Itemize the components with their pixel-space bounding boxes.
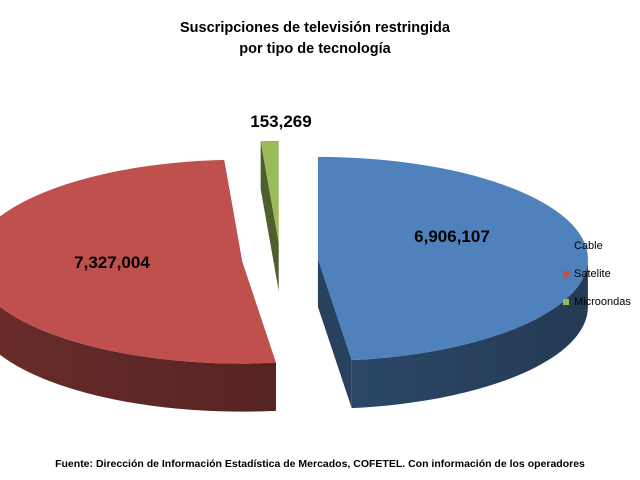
pie-side-satelite (0, 306, 276, 412)
data-label-cable: 6,906,107 (414, 227, 490, 246)
data-label-microondas: 153,269 (250, 112, 311, 131)
legend-label-satelite: Satelite (574, 267, 611, 280)
legend-label-cable: Cable (574, 239, 603, 252)
pie-side-cable (351, 258, 588, 409)
legend-swatch-microondas (563, 298, 569, 305)
chart-title-line-2: por tipo de tecnología (239, 41, 391, 57)
pie-cut-cable-1 (317, 258, 352, 409)
pie-slice-cable (317, 156, 588, 361)
source-note: Fuente: Dirección de Información Estadís… (55, 458, 585, 470)
pie-slice-satelite (0, 159, 276, 364)
legend: Cable Satelite Microondas (563, 238, 631, 322)
legend-item-microondas: Microondas (563, 294, 631, 309)
pie-slice-microondas (260, 140, 279, 243)
legend-label-microondas: Microondas (574, 295, 631, 308)
chart-title-line-1: Suscripciones de televisión restringida (180, 20, 450, 36)
data-label-satelite: 7,327,004 (74, 253, 150, 272)
chart-title: Suscripciones de televisión restringida … (0, 18, 630, 60)
pie-cut-microondas-0 (260, 141, 279, 291)
legend-swatch-satelite (563, 270, 569, 277)
legend-item-cable: Cable (563, 238, 631, 253)
legend-swatch-cable (563, 242, 569, 249)
legend-item-satelite: Satelite (563, 266, 631, 281)
